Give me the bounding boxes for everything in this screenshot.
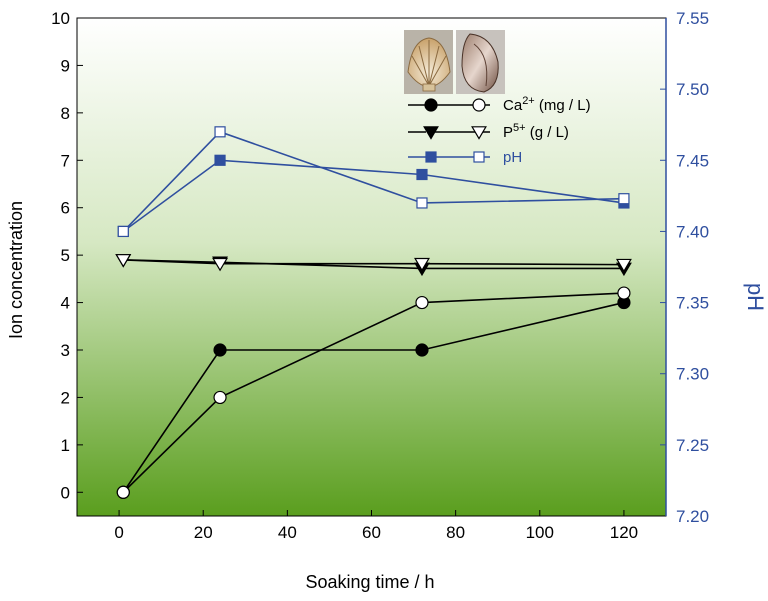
legend-label-base: P — [503, 124, 513, 141]
left-tick-label: 5 — [61, 246, 70, 265]
x-tick-label: 120 — [610, 523, 638, 542]
legend-label-unit: (g / L) — [526, 124, 569, 141]
series-3 — [115, 254, 632, 273]
legend-label-base: pH — [503, 149, 522, 166]
left-tick-label: 6 — [61, 199, 70, 218]
legend-label-superscript: 2+ — [522, 95, 535, 107]
x-tick-label: 100 — [526, 523, 554, 542]
x-tick-label: 60 — [362, 523, 381, 542]
right-tick-label: 7.25 — [676, 436, 709, 455]
legend-marker-open — [472, 98, 486, 112]
x-axis-title: Soaking time / h — [305, 572, 434, 592]
series-line — [122, 130, 624, 232]
left-tick-label: 3 — [61, 341, 70, 360]
right-tick-label: 7.20 — [676, 507, 709, 526]
right-axis-ticks: 7.20 7.25 7.30 7.35 7.40 7.45 7.50 7.55 — [660, 9, 709, 526]
series-line — [122, 292, 624, 493]
legend-entry-2: pH — [408, 149, 522, 166]
data-point — [617, 286, 631, 300]
data-point — [116, 485, 130, 499]
inset-shell-photos — [404, 30, 505, 94]
right-tick-label: 7.55 — [676, 9, 709, 28]
right-tick-label: 7.40 — [676, 222, 709, 241]
legend-label-unit: (mg / L) — [535, 97, 591, 114]
series-5 — [117, 126, 630, 238]
left-tick-label: 8 — [61, 104, 70, 123]
legend-entry-1: P5+ (g / L) — [408, 122, 569, 141]
legend-marker-filled — [424, 98, 438, 112]
left-tick-label: 2 — [61, 388, 70, 407]
mussel-shell-image — [456, 30, 505, 94]
left-tick-label: 10 — [51, 9, 70, 28]
data-point — [416, 168, 428, 181]
data-point — [117, 225, 129, 238]
data-point — [213, 390, 227, 405]
data-point — [415, 343, 429, 357]
legend-label: pH — [503, 149, 522, 166]
legend-label: Ca2+ (mg / L) — [503, 95, 591, 114]
data-point — [213, 343, 227, 357]
data-point — [615, 258, 632, 273]
left-tick-label: 0 — [61, 483, 70, 502]
x-tick-label: 80 — [446, 523, 465, 542]
data-point — [414, 257, 430, 272]
left-tick-label: 1 — [61, 436, 70, 455]
data-point — [212, 257, 228, 272]
right-axis-title: pH — [743, 283, 768, 311]
legend-label: P5+ (g / L) — [503, 122, 569, 141]
left-tick-label: 9 — [61, 56, 70, 75]
legend-label-base: Ca — [503, 97, 523, 114]
left-axis-ticks: 0 1 2 3 4 5 6 7 8 9 10 — [51, 9, 83, 502]
legend-marker-filled — [423, 126, 439, 140]
x-tick-label: 20 — [194, 523, 213, 542]
data-point — [214, 126, 226, 138]
series-line — [123, 259, 624, 266]
data-point — [415, 295, 429, 310]
left-tick-label: 4 — [61, 294, 70, 313]
right-tick-label: 7.50 — [676, 80, 709, 99]
x-tick-label: 0 — [114, 523, 123, 542]
legend-marker-filled — [425, 151, 437, 163]
legend-entry-0: Ca2+ (mg / L) — [408, 95, 591, 114]
data-point — [115, 254, 132, 268]
legend-label-superscript: 5+ — [513, 122, 526, 134]
data-point — [618, 193, 630, 205]
right-tick-label: 7.30 — [676, 365, 709, 384]
y-axis-title: Ion concentration — [6, 201, 26, 339]
legend-marker-open — [473, 151, 485, 163]
legend-marker-open — [471, 126, 487, 140]
x-tick-label: 40 — [278, 523, 297, 542]
right-tick-label: 7.35 — [676, 294, 709, 313]
data-point — [214, 154, 226, 166]
x-axis-ticks: 0 20 40 60 80 100 120 — [114, 510, 638, 542]
series-1 — [116, 286, 631, 499]
left-tick-label: 7 — [61, 151, 70, 170]
legend: Ca2+ (mg / L)P5+ (g / L)pH — [408, 95, 591, 166]
series-layer — [115, 126, 632, 499]
right-tick-label: 7.45 — [676, 151, 709, 170]
scallop-shell-image — [404, 30, 453, 94]
data-point — [416, 197, 428, 209]
